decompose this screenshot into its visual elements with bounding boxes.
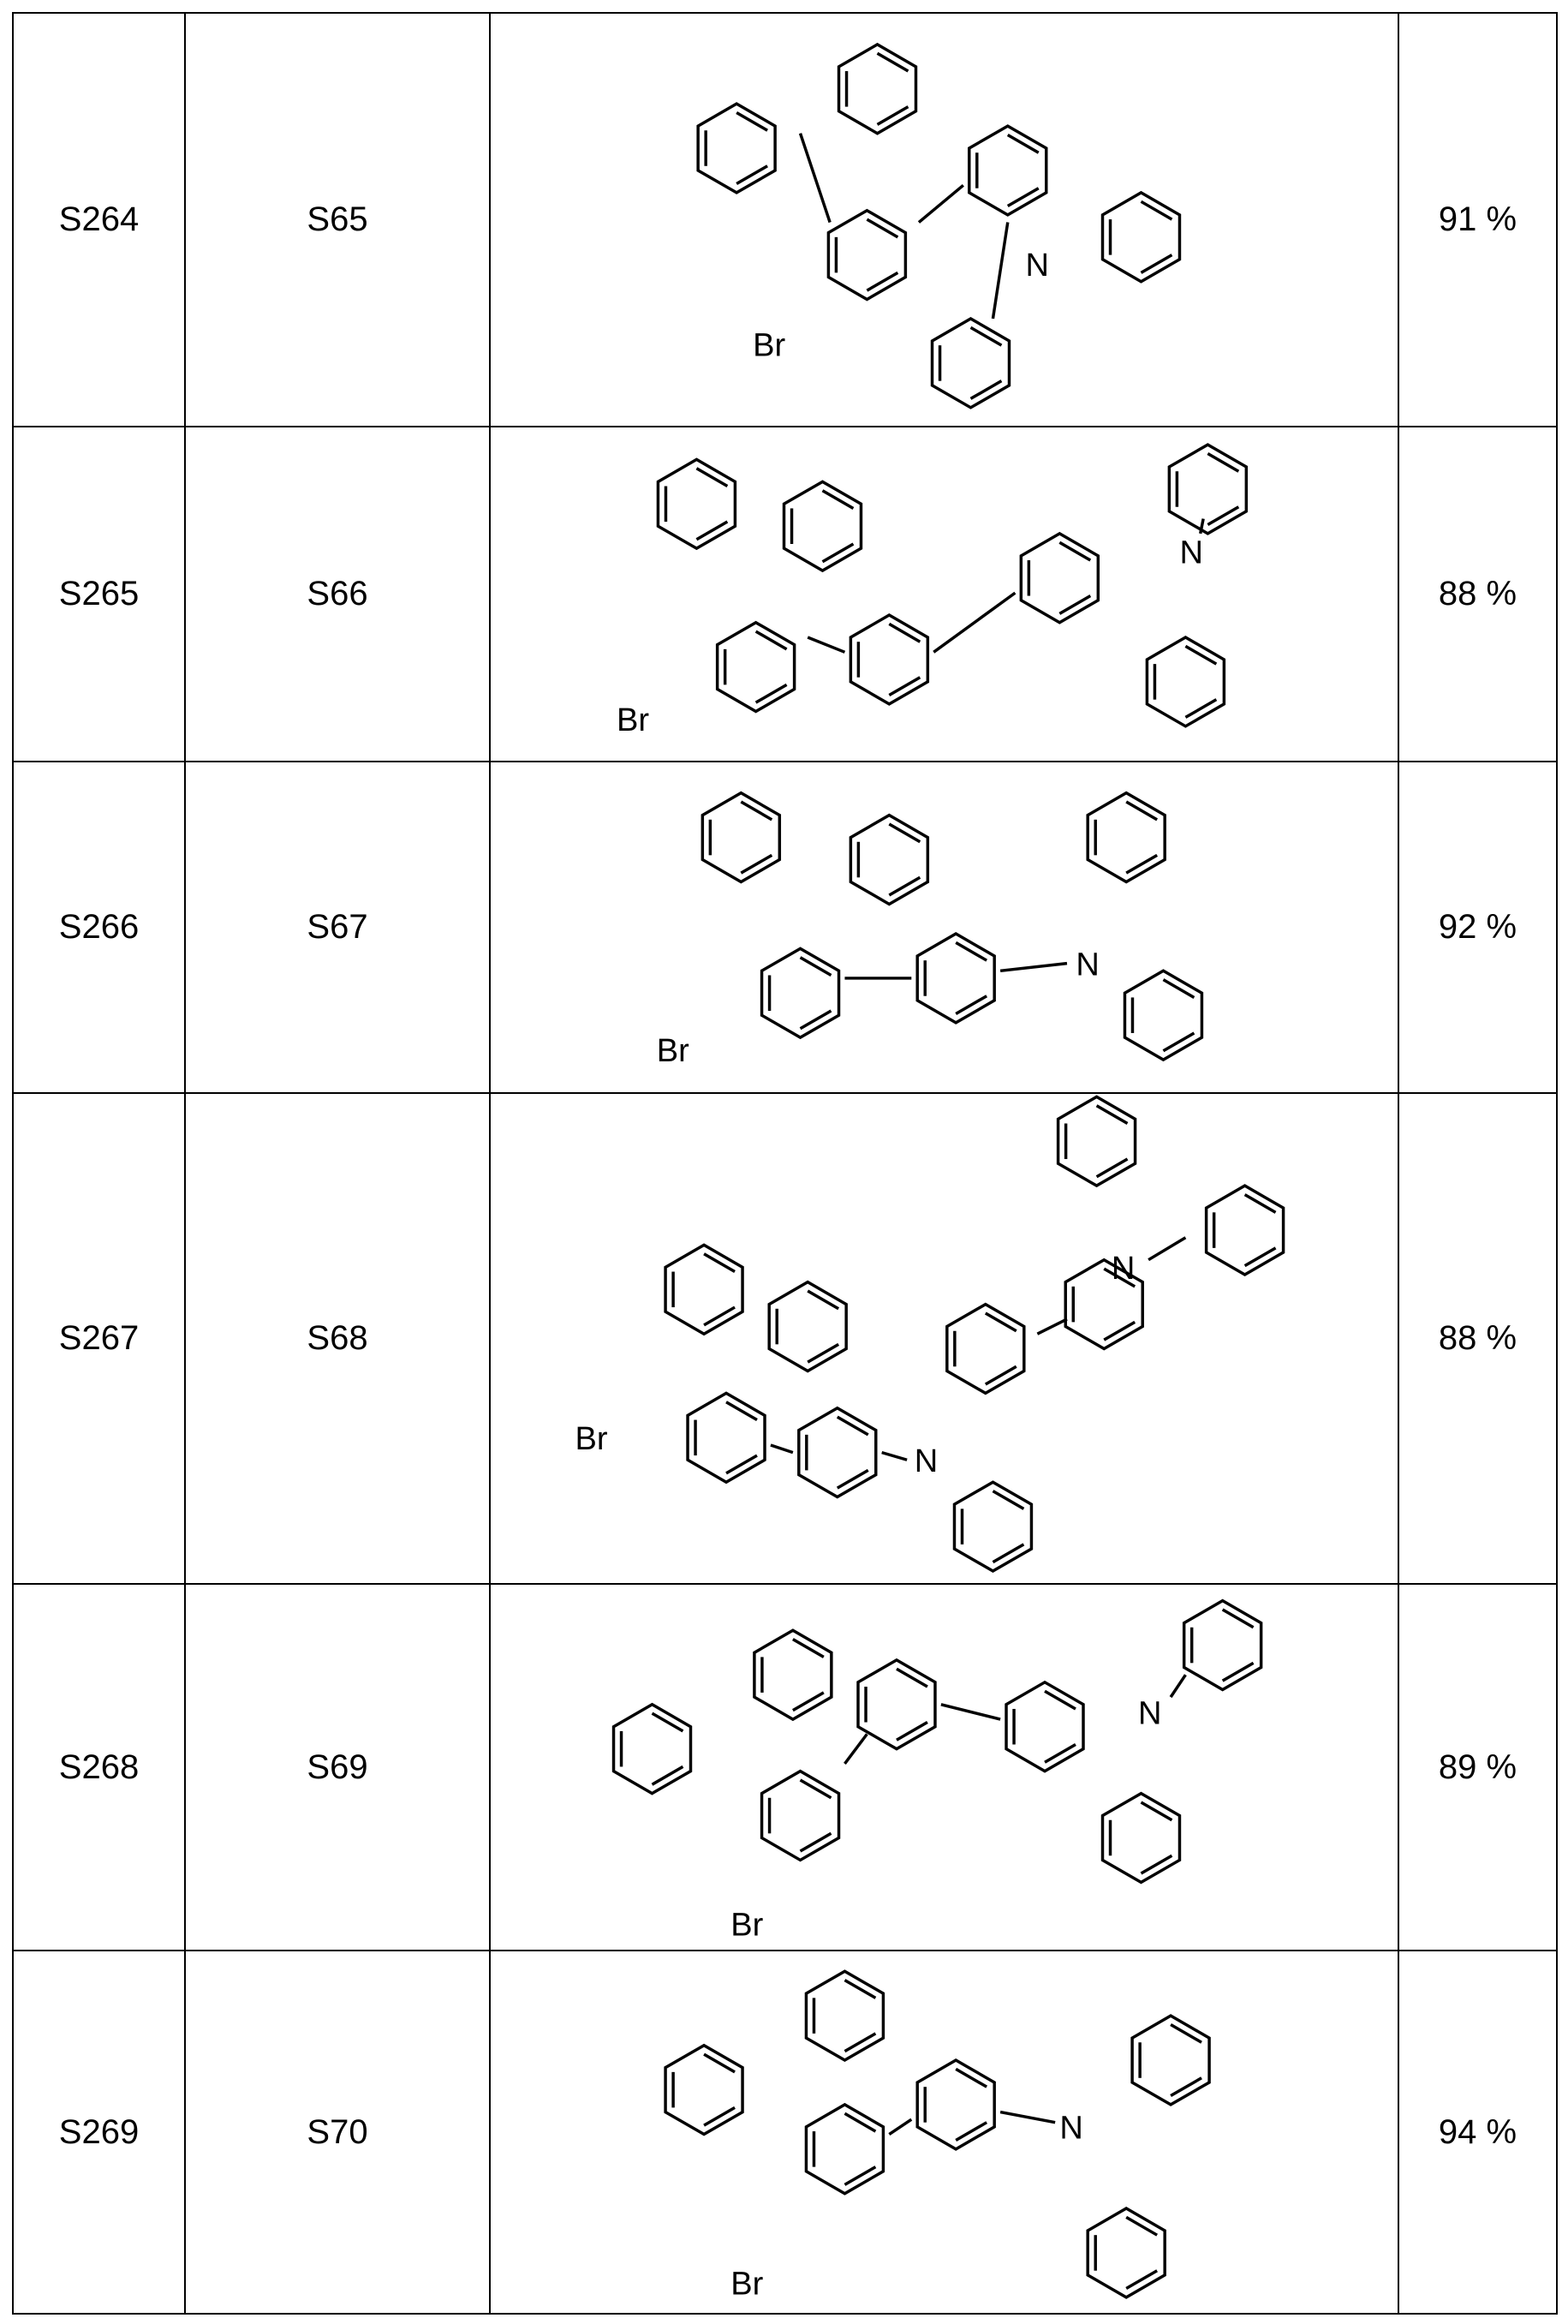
reactant-cell: S66: [185, 427, 490, 762]
yield-cell: 88 %: [1398, 427, 1557, 762]
product-cell: S264: [13, 13, 185, 427]
structure-cell: [490, 1951, 1398, 2314]
yield-cell: 91 %: [1398, 13, 1557, 427]
structure-cell: [490, 427, 1398, 762]
reactant-cell: S67: [185, 762, 490, 1093]
product-cell: S266: [13, 762, 185, 1093]
structure-cell: [490, 762, 1398, 1093]
yield-cell: 89 %: [1398, 1584, 1557, 1951]
table-row: S266S67 92 %: [13, 762, 1557, 1093]
reactant-cell: S65: [185, 13, 490, 427]
yield-cell: 88 %: [1398, 1093, 1557, 1584]
product-cell: S267: [13, 1093, 185, 1584]
table-row: S269S70 94 %: [13, 1951, 1557, 2314]
table-row: S267S68 88 %: [13, 1093, 1557, 1584]
reactant-cell: S68: [185, 1093, 490, 1584]
reactant-cell: S70: [185, 1951, 490, 2314]
table-row: S264S65 91 %: [13, 13, 1557, 427]
structure-cell: [490, 1584, 1398, 1951]
reactant-cell: S69: [185, 1584, 490, 1951]
yield-cell: 92 %: [1398, 762, 1557, 1093]
product-cell: S265: [13, 427, 185, 762]
table-row: S265S66 88 %: [13, 427, 1557, 762]
table-row: S268S69 89 %: [13, 1584, 1557, 1951]
compound-table: S264S6591 %S265S6688 %S266S6792 %S267S68…: [12, 12, 1558, 2315]
product-cell: S269: [13, 1951, 185, 2314]
structure-cell: [490, 13, 1398, 427]
product-cell: S268: [13, 1584, 185, 1951]
structure-cell: [490, 1093, 1398, 1584]
yield-cell: 94 %: [1398, 1951, 1557, 2314]
